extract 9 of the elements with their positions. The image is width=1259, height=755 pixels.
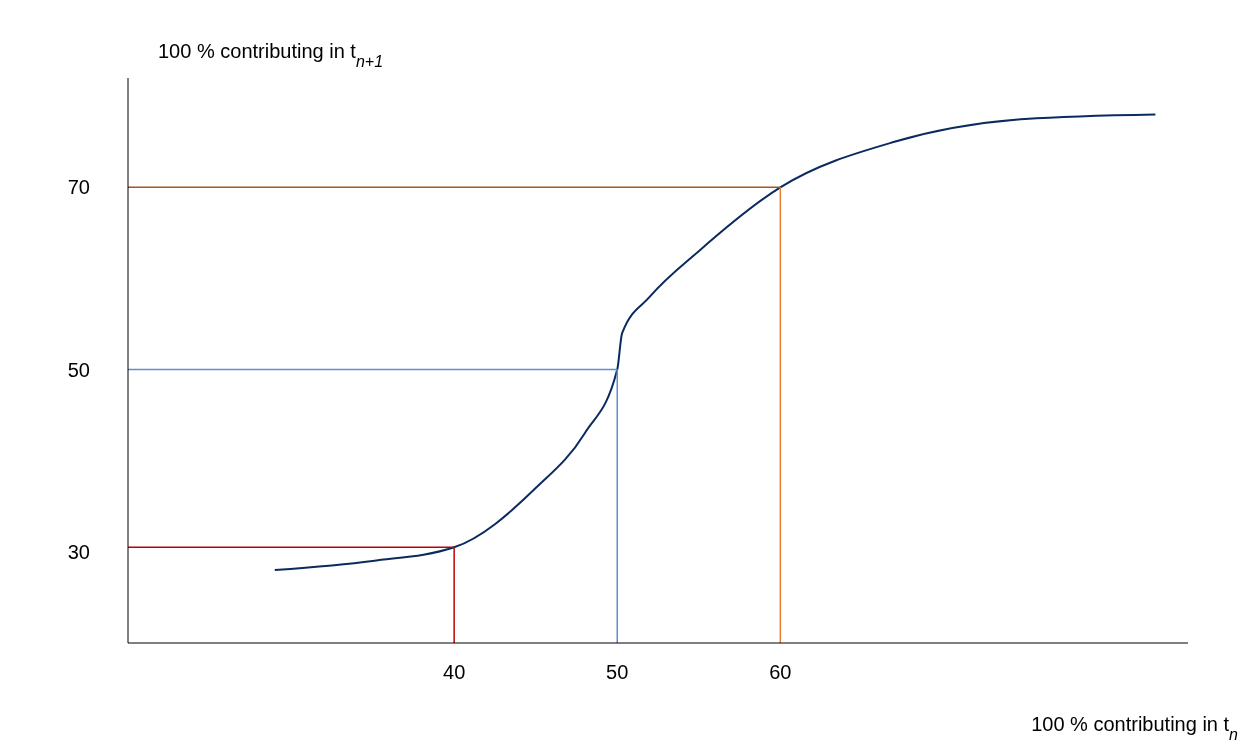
y-tick-label: 50: [67, 358, 90, 381]
y-tick-label: 30: [67, 540, 90, 563]
line-series: [273, 113, 1157, 572]
x-tick-label: 40: [443, 661, 466, 684]
x-tick-label: 50: [606, 661, 629, 684]
x-axis-title: 100 % contributing in t$_{n}$: [1031, 713, 1239, 743]
y-axis-title: 100 % contributing in t$_{n+1}$: [158, 40, 384, 70]
y-tick-label: 70: [67, 176, 90, 199]
x-tick-label: 60: [769, 661, 792, 684]
